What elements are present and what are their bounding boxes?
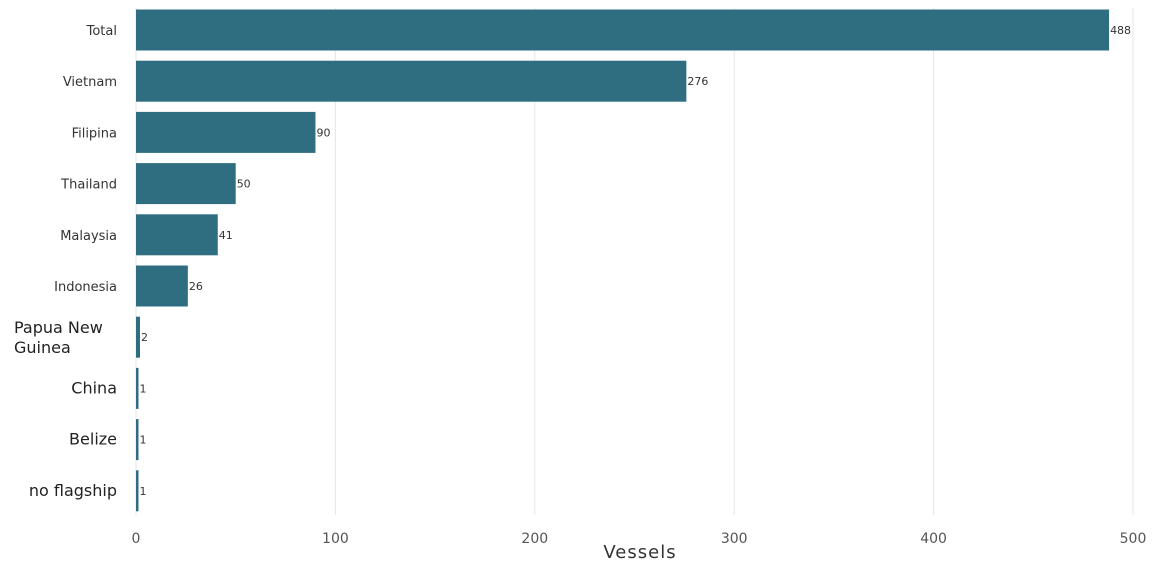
x-tick-label: 200: [521, 531, 548, 547]
bar: [136, 163, 236, 205]
bar: [136, 367, 139, 409]
x-tick-label: 300: [721, 531, 748, 547]
value-label: 488: [1110, 24, 1131, 37]
category-label: Belize: [69, 430, 117, 449]
value-label: 26: [189, 280, 203, 293]
x-tick-label: 400: [920, 531, 947, 547]
bars: [136, 9, 1110, 512]
bar: [136, 265, 188, 307]
x-tick-label: 500: [1120, 531, 1147, 547]
value-label: 1: [140, 485, 147, 498]
category-labels: Total Vietnam Filipina Thailand Malaysia Indo…: [14, 24, 117, 500]
bar: [136, 214, 218, 256]
value-label: 1: [140, 382, 147, 395]
category-label: Papua New Guinea: [14, 318, 103, 357]
category-label: China: [71, 378, 117, 397]
category-label: Thailand: [60, 178, 117, 193]
category-label: Filipina: [72, 126, 117, 141]
category-label: Total: [86, 24, 117, 39]
x-tick-label: 0: [132, 531, 141, 547]
value-label: 1: [140, 434, 147, 447]
x-tick-labels: 0 100 200 300 400 500: [132, 531, 1147, 547]
category-label: Vietnam: [63, 75, 117, 90]
value-labels: 488 276 90 50 41 26 2 1 1 1: [140, 24, 1132, 498]
value-label: 2: [141, 331, 148, 344]
value-label: 276: [687, 75, 708, 88]
bar: [136, 60, 687, 102]
bar: [136, 419, 139, 461]
bar: [136, 9, 1110, 51]
x-axis-title: Vessels: [603, 542, 676, 563]
bar: [136, 470, 139, 512]
value-label: 41: [219, 229, 233, 242]
bar: [136, 111, 316, 153]
x-tick-label: 100: [322, 531, 349, 547]
category-label: no flagship: [29, 481, 117, 500]
category-label: Malaysia: [60, 229, 117, 244]
value-label: 50: [237, 178, 251, 191]
bar: [136, 316, 140, 358]
category-label: Indonesia: [54, 280, 117, 295]
value-label: 90: [316, 126, 330, 139]
